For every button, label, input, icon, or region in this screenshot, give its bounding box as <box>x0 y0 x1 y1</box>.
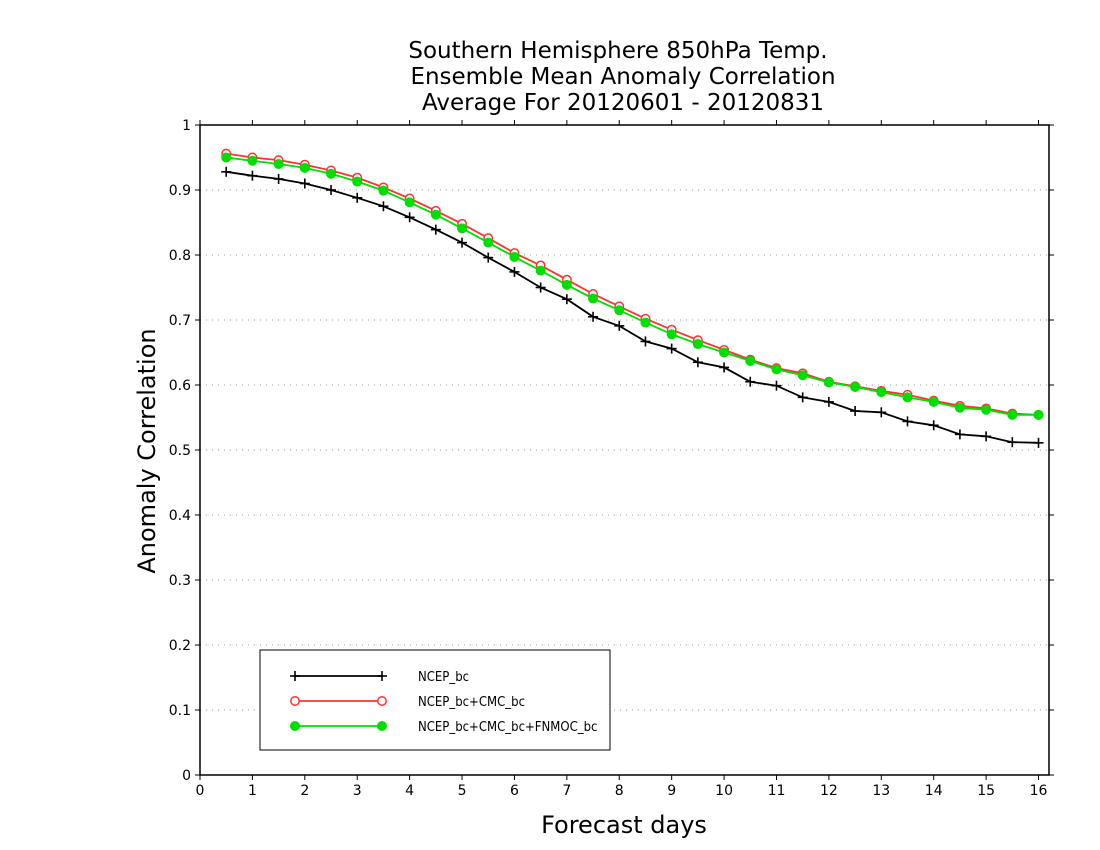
legend-label: NCEP_bc+CMC_bc+FNMOC_bc <box>418 720 597 735</box>
x-tick-label: 11 <box>768 783 786 799</box>
y-tick-label: 0.1 <box>169 703 191 719</box>
data-point <box>352 176 363 187</box>
data-point <box>509 251 520 262</box>
data-point <box>247 155 258 166</box>
data-point <box>377 696 387 706</box>
data-point <box>876 387 887 398</box>
data-point <box>378 185 389 196</box>
series-ncep-bc <box>221 166 1044 448</box>
y-tick-label: 0.2 <box>169 638 191 654</box>
x-axis-ticks: 0 1 2 3 4 5 6 7 8 9 10 11 12 13 14 15 16 <box>196 120 1048 799</box>
data-point <box>823 377 834 388</box>
y-tick-label: 0.6 <box>169 378 191 394</box>
data-point <box>483 237 494 248</box>
data-point <box>290 721 300 731</box>
gridlines <box>200 189 1049 711</box>
data-point <box>221 152 232 163</box>
x-tick-label: 2 <box>300 783 309 799</box>
data-point <box>614 305 625 316</box>
y-tick-label: 0 <box>182 768 191 784</box>
data-point <box>666 329 677 340</box>
data-point <box>981 404 992 415</box>
data-point <box>561 279 572 290</box>
x-tick-label: 9 <box>667 783 676 799</box>
data-point <box>928 396 939 407</box>
legend-entry: NCEP_bc+CMC_bc+FNMOC_bc <box>290 720 597 735</box>
x-tick-label: 3 <box>353 783 362 799</box>
series-line <box>226 152 1039 416</box>
y-tick-label: 0.3 <box>169 573 191 589</box>
data-point <box>902 392 913 403</box>
x-tick-label: 15 <box>977 783 995 799</box>
series-line <box>226 156 1039 416</box>
data-point <box>719 347 730 358</box>
data-point <box>377 721 387 731</box>
data-point <box>692 339 703 350</box>
data-point <box>535 265 546 276</box>
legend-entry: NCEP_bc+CMC_bc <box>290 695 525 710</box>
x-tick-label: 1 <box>248 783 257 799</box>
data-point <box>273 159 284 169</box>
x-tick-label: 7 <box>562 783 571 799</box>
x-tick-label: 8 <box>615 783 624 799</box>
data-point <box>745 355 756 366</box>
series-ncep-bc-cmc-bc-fnmoc-bc <box>221 152 1044 420</box>
series-line <box>226 170 1039 444</box>
data-point <box>457 223 468 234</box>
data-series <box>221 148 1044 448</box>
y-axis-title: Anomaly Correlation <box>133 328 161 573</box>
data-point <box>430 209 441 220</box>
data-point <box>404 197 415 208</box>
x-tick-label: 14 <box>925 783 943 799</box>
x-tick-label: 0 <box>196 783 205 799</box>
x-tick-label: 10 <box>715 783 733 799</box>
x-tick-label: 4 <box>405 783 414 799</box>
y-tick-label: 1 <box>182 118 191 134</box>
title-line-3: Average For 20120601 - 20120831 <box>422 90 824 116</box>
title-line-2: Ensemble Mean Anomaly Correlation <box>410 64 835 90</box>
data-point <box>326 168 337 179</box>
y-tick-label: 0.5 <box>169 443 191 459</box>
x-tick-label: 5 <box>458 783 467 799</box>
y-tick-label: 0.7 <box>169 313 191 329</box>
legend-entry: NCEP_bc <box>290 670 469 685</box>
data-point <box>640 317 651 328</box>
title-line-1: Southern Hemisphere 850hPa Temp. <box>408 38 827 64</box>
data-point <box>771 364 782 375</box>
y-tick-label: 0.4 <box>169 508 191 524</box>
data-point <box>588 293 599 304</box>
data-point <box>797 370 808 381</box>
legend: NCEP_bc NCEP_bc+CMC_bc NCEP_bc+CMC_bc+FNMO… <box>259 649 611 751</box>
legend-label: NCEP_bc+CMC_bc <box>418 695 525 710</box>
x-tick-label: 12 <box>820 783 838 799</box>
data-point <box>290 696 300 706</box>
x-tick-label: 6 <box>510 783 519 799</box>
legend-box <box>259 649 611 751</box>
y-tick-label: 0.9 <box>169 183 191 199</box>
x-tick-label: 13 <box>872 783 890 799</box>
x-tick-label: 16 <box>1030 783 1048 799</box>
data-point <box>1033 409 1044 420</box>
y-tick-label: 0.8 <box>169 248 191 264</box>
y-axis-ticks: 0 0.1 0.2 0.3 0.4 0.5 0.6 0.7 0.8 0.9 1 <box>169 118 1054 784</box>
x-axis-title: Forecast days <box>541 811 707 839</box>
data-point <box>299 162 310 173</box>
chart-title: Southern Hemisphere 850hPa Temp. Ensembl… <box>408 38 835 116</box>
data-point <box>850 381 861 392</box>
data-point <box>1007 409 1018 420</box>
legend-label: NCEP_bc <box>418 670 469 685</box>
data-point <box>954 402 965 413</box>
